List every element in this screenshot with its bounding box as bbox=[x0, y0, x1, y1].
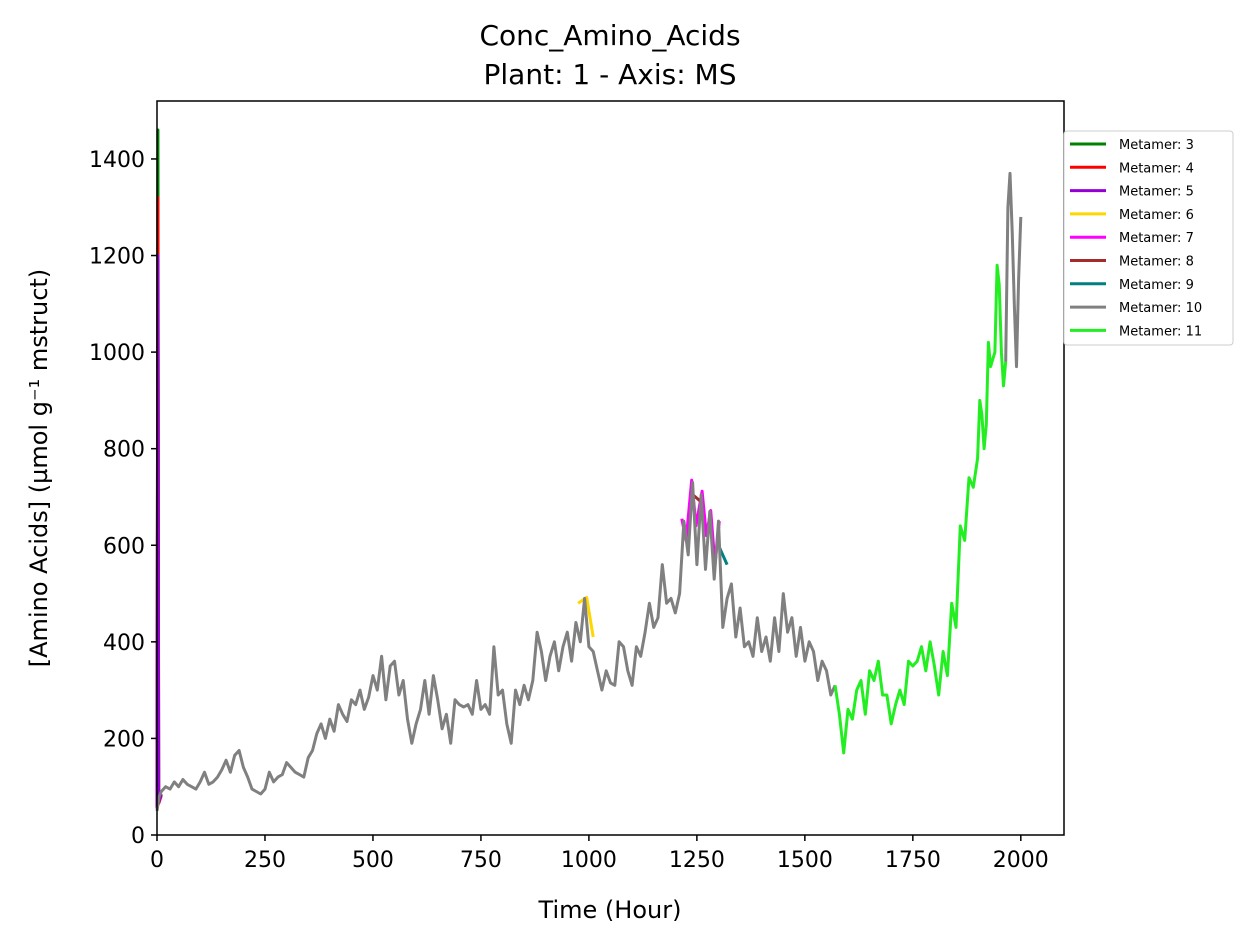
legend-label: Metamer: 8 bbox=[1119, 255, 1194, 270]
chart-title: Conc_Amino_Acids bbox=[479, 19, 740, 52]
series-line-9 bbox=[1004, 171, 1023, 369]
y-tick-label: 1400 bbox=[89, 148, 145, 173]
y-axis: 0 200 400 600 800 1000 1200 1400 bbox=[89, 148, 157, 849]
y-tick-label: 1200 bbox=[89, 245, 145, 270]
y-tick-label: 1000 bbox=[89, 341, 145, 366]
x-axis-label: Time (Hour) bbox=[538, 896, 682, 924]
x-tick-label: 250 bbox=[244, 848, 286, 873]
y-tick-label: 400 bbox=[103, 631, 145, 656]
x-tick-label: 0 bbox=[150, 848, 164, 873]
y-tick-label: 800 bbox=[103, 438, 145, 463]
x-axis: 0 250 500 750 1000 1250 1500 1750 2000 bbox=[150, 835, 1049, 873]
x-tick-label: 750 bbox=[460, 848, 502, 873]
y-tick-label: 0 bbox=[131, 824, 145, 849]
legend-label: Metamer: 4 bbox=[1119, 161, 1194, 176]
series-line-7 bbox=[155, 481, 837, 812]
legend: Metamer: 3 Metamer: 4 Metamer: 5 Metamer: 6… bbox=[1063, 130, 1234, 346]
y-axis-label: [Amino Acids] (µmol g⁻¹ mstruct) bbox=[25, 269, 53, 667]
legend-label: Metamer: 6 bbox=[1119, 208, 1194, 223]
x-tick-label: 2000 bbox=[993, 848, 1049, 873]
x-tick-label: 1250 bbox=[669, 848, 725, 873]
x-tick-label: 1500 bbox=[777, 848, 833, 873]
series-line-3 bbox=[577, 595, 595, 638]
legend-label: Metamer: 7 bbox=[1119, 231, 1194, 246]
chart-subtitle: Plant: 1 - Axis: MS bbox=[484, 58, 737, 91]
series-line-8 bbox=[833, 263, 1008, 755]
y-tick-label: 200 bbox=[103, 727, 145, 752]
legend-label: Metamer: 5 bbox=[1119, 185, 1194, 200]
legend-frame bbox=[1063, 130, 1234, 346]
x-tick-label: 500 bbox=[352, 848, 394, 873]
legend-label: Metamer: 9 bbox=[1119, 278, 1194, 293]
x-tick-label: 1750 bbox=[885, 848, 941, 873]
legend-label: Metamer: 10 bbox=[1119, 301, 1202, 316]
plot-frame bbox=[156, 100, 1065, 836]
legend-label: Metamer: 3 bbox=[1119, 138, 1194, 153]
y-tick-label: 600 bbox=[103, 534, 145, 559]
legend-label: Metamer: 11 bbox=[1119, 324, 1202, 339]
x-tick-label: 1000 bbox=[561, 848, 617, 873]
